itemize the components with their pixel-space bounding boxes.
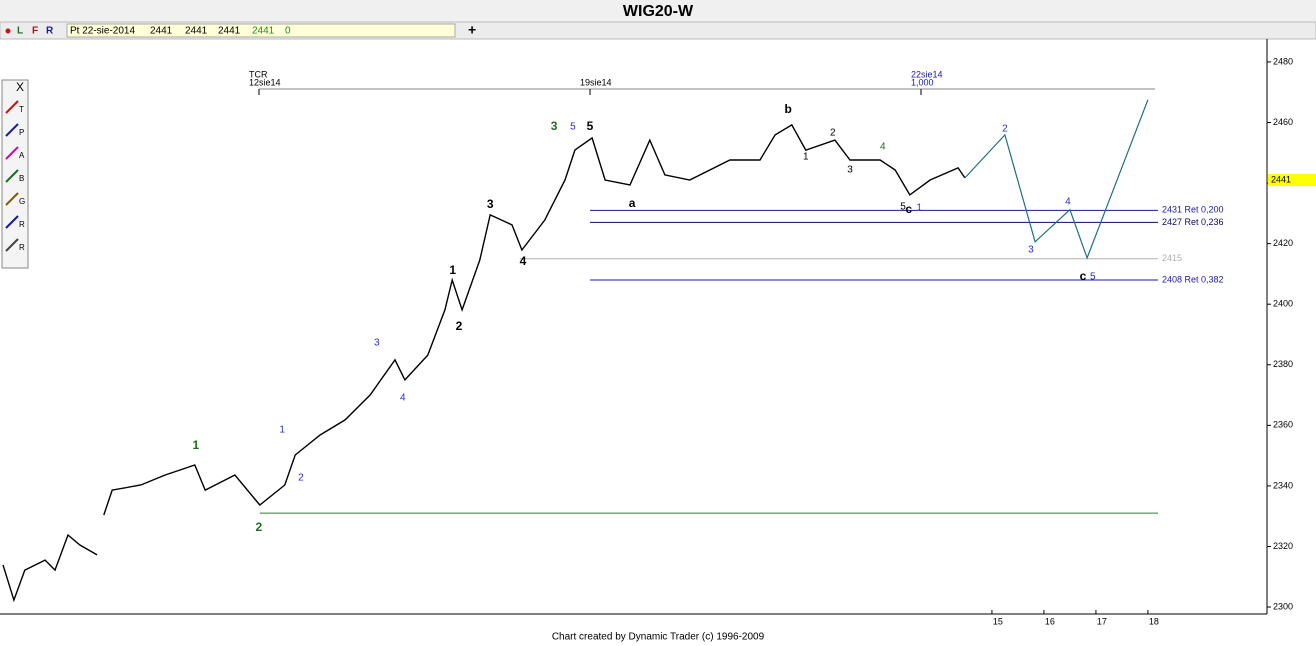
wave-label: a xyxy=(629,196,636,210)
x-tick-label: 16 xyxy=(1045,616,1055,626)
y-tick-label: 2460 xyxy=(1273,117,1293,127)
toolbar-button[interactable]: F xyxy=(32,26,38,37)
y-tick-label: 2480 xyxy=(1273,56,1293,66)
price-line xyxy=(964,99,1149,260)
wave-label: 5 xyxy=(900,202,906,213)
time-marker: TCR xyxy=(249,69,268,79)
time-marker: 1,000 xyxy=(911,77,934,87)
wave-label: 5 xyxy=(1090,272,1096,283)
wave-label: 2 xyxy=(255,520,262,534)
wave-label: b xyxy=(784,102,791,116)
y-tick-label: 2380 xyxy=(1273,359,1293,369)
tool-icon[interactable] xyxy=(5,146,19,160)
time-marker: 12sie14 xyxy=(249,77,281,87)
price-line xyxy=(2,123,966,603)
y-tick-label: 2340 xyxy=(1273,480,1293,490)
wave-label: 1 xyxy=(449,263,456,277)
last-price-label: 2441 xyxy=(1271,174,1291,184)
info-close: 2441 xyxy=(252,26,275,37)
wave-label: 5 xyxy=(570,122,576,133)
info-box xyxy=(66,23,456,38)
wave-label: c xyxy=(1080,269,1087,283)
tool-icon[interactable] xyxy=(5,100,19,114)
wave-label: 1 xyxy=(803,152,809,163)
y-tick-label: 2400 xyxy=(1273,299,1293,309)
wave-label: 1 xyxy=(916,203,922,214)
tool-letter[interactable]: P xyxy=(19,128,24,137)
level-label: 2427 Ret 0,236 xyxy=(1162,217,1224,227)
wave-label: 3 xyxy=(374,338,380,349)
last-price-box xyxy=(1268,174,1316,187)
wave-label: 5 xyxy=(587,119,594,133)
tool-letter[interactable]: A xyxy=(19,151,25,160)
wave-label: 1 xyxy=(193,438,200,452)
close-button[interactable]: X xyxy=(16,80,24,94)
info-high: 2441 xyxy=(185,26,208,37)
level-label: 2415 xyxy=(1162,253,1182,263)
status-dot xyxy=(5,28,11,34)
tool-icon[interactable] xyxy=(5,123,19,137)
time-marker: 19sie14 xyxy=(580,77,612,87)
level-label: 2408 Ret 0,382 xyxy=(1162,274,1224,284)
wave-label: 4 xyxy=(880,142,886,153)
tool-letter[interactable]: R xyxy=(19,243,25,252)
info-low: 2441 xyxy=(218,26,241,37)
wave-label: 4 xyxy=(520,254,527,268)
wave-label: 4 xyxy=(1065,196,1071,207)
wave-label: 3 xyxy=(551,119,558,133)
wave-label: 3 xyxy=(847,165,853,176)
wave-label: 2 xyxy=(456,319,463,333)
y-tick-label: 2360 xyxy=(1273,420,1293,430)
x-tick-label: 17 xyxy=(1097,616,1107,626)
info-open: 2441 xyxy=(150,26,173,37)
y-tick-label: 2300 xyxy=(1273,601,1293,611)
info-date: Pt 22-sie-2014 xyxy=(70,26,135,37)
wave-label: 1 xyxy=(279,425,285,436)
toolbar-button[interactable]: R xyxy=(46,26,54,37)
chart-title: WIG20-W xyxy=(623,3,694,20)
wave-label: 3 xyxy=(1028,245,1034,256)
y-tick-label: 2420 xyxy=(1273,238,1293,248)
tool-icon[interactable] xyxy=(5,169,19,183)
wave-label: 3 xyxy=(487,197,494,211)
tool-icon[interactable] xyxy=(5,192,19,206)
tool-icon[interactable] xyxy=(5,238,19,252)
wave-label: 2 xyxy=(1002,123,1008,134)
wave-label: 2 xyxy=(830,128,836,139)
tool-icon[interactable] xyxy=(5,215,19,229)
time-marker: 22sie14 xyxy=(911,69,943,79)
tool-letter[interactable]: B xyxy=(19,174,24,183)
wave-label: 4 xyxy=(400,393,406,404)
y-tick-label: 2320 xyxy=(1273,541,1293,551)
add-button[interactable]: + xyxy=(468,22,476,38)
title-bar xyxy=(0,0,1316,22)
wave-label: 2 xyxy=(298,473,304,484)
tool-letter[interactable]: G xyxy=(19,197,25,206)
tool-letter[interactable]: T xyxy=(19,105,24,114)
tool-letter[interactable]: R xyxy=(19,220,25,229)
level-label: 2431 Ret 0,200 xyxy=(1162,205,1224,215)
info-change: 0 xyxy=(285,26,291,37)
wave-label: c xyxy=(905,202,912,216)
x-tick-label: 18 xyxy=(1149,616,1159,626)
x-tick-label: 15 xyxy=(993,616,1003,626)
footer: Chart created by Dynamic Trader (c) 1996… xyxy=(552,632,765,643)
toolbar-button[interactable]: L xyxy=(17,26,23,37)
